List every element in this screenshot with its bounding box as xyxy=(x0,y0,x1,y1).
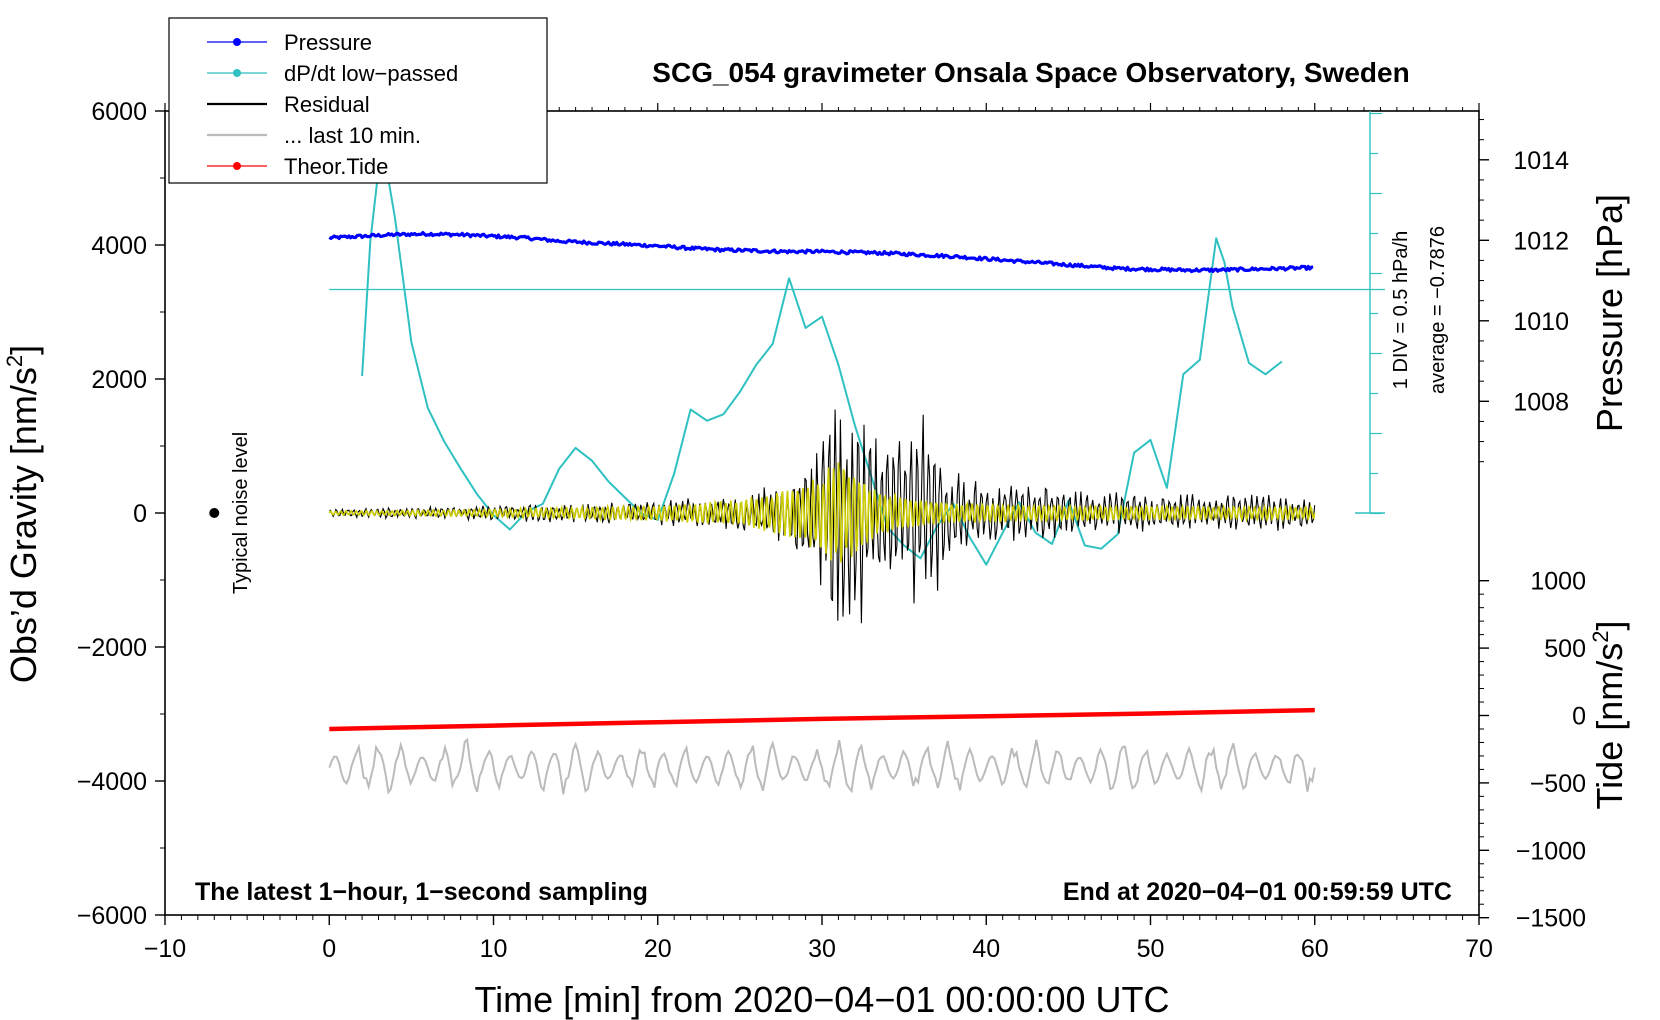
y-tick-label: 4000 xyxy=(91,232,147,260)
pressure-tick-label: 1014 xyxy=(1513,147,1569,175)
legend-label: Theor.Tide xyxy=(284,154,388,179)
series-pressure-line xyxy=(328,231,1314,274)
x-axis-title: Time [min] from 2020−04−01 00:00:00 UTC xyxy=(474,979,1169,1020)
legend-label: dP/dt low−passed xyxy=(284,61,458,86)
tide-tick-label: −1500 xyxy=(1516,905,1586,933)
tide-axis-ticks: −1500 −1000 −500 0 500 1000 xyxy=(1479,568,1586,933)
y-axis-title-left: Obs’d Gravity [nm/s2] xyxy=(2,345,44,683)
bottom-left-note: The latest 1−hour, 1−second sampling xyxy=(195,878,648,906)
noise-label: Typical noise level xyxy=(230,432,252,594)
x-axis-ticks: −10 0 10 20 30 40 50 60 70 xyxy=(144,103,1493,963)
legend-items: Pressure dP/dt low−passed Residual ... last… xyxy=(207,30,458,179)
data-series xyxy=(328,139,1316,795)
series-tide-line xyxy=(329,707,1315,732)
x-tick-label: 0 xyxy=(322,935,336,963)
pressure-axis-ticks: 1008 1010 1012 1014 xyxy=(1479,119,1569,463)
series-last10-line xyxy=(328,737,1316,795)
tide-tick-label: −500 xyxy=(1530,770,1586,798)
chart-title: SCG_054 gravimeter Onsala Space Observat… xyxy=(652,57,1409,88)
x-tick-label: 50 xyxy=(1137,935,1165,963)
legend-marker xyxy=(233,38,241,46)
legend-box xyxy=(168,17,548,184)
y-axis-ticks: −6000 −4000 −2000 0 2000 4000 6000 xyxy=(77,98,165,930)
x-tick-label: −10 xyxy=(144,935,186,963)
legend-label: ... last 10 min. xyxy=(284,123,421,148)
y-tick-label: −4000 xyxy=(77,768,147,796)
pressure-tick-label: 1012 xyxy=(1513,227,1569,255)
y-tick-label: −2000 xyxy=(77,634,147,662)
noise-marker xyxy=(209,508,220,518)
legend-marker xyxy=(233,69,241,77)
series-filtered-line xyxy=(328,462,1316,563)
y-tick-label: 6000 xyxy=(91,98,147,126)
legend-label: Pressure xyxy=(284,30,372,55)
y-tick-label: −6000 xyxy=(77,902,147,930)
x-tick-label: 60 xyxy=(1301,935,1329,963)
tide-tick-label: 500 xyxy=(1544,635,1586,663)
bottom-right-note: End at 2020−04−01 00:59:59 UTC xyxy=(1063,878,1452,906)
pressure-tick-label: 1010 xyxy=(1513,308,1569,336)
y-axis-title-tide: Tide [nm/s2] xyxy=(1588,621,1630,810)
x-tick-label: 40 xyxy=(972,935,1000,963)
x-tick-label: 30 xyxy=(808,935,836,963)
legend-marker xyxy=(233,162,241,170)
legend-label: Residual xyxy=(284,92,370,117)
dpdt-scale-label: 1 DIV = 0.5 hPa/h xyxy=(1390,231,1412,389)
pressure-tick-label: 1008 xyxy=(1513,388,1569,416)
legend: Pressure dP/dt low−passed Residual ... last… xyxy=(168,17,548,184)
y-tick-label: 2000 xyxy=(91,366,147,394)
y-tick-label: 0 xyxy=(133,500,147,528)
dpdt-average-label: average = −0.7876 xyxy=(1427,226,1449,394)
y-axis-title-pressure: Pressure [hPa] xyxy=(1589,194,1630,432)
x-tick-label: 20 xyxy=(644,935,672,963)
tide-tick-label: 1000 xyxy=(1530,568,1586,596)
x-tick-label: 10 xyxy=(480,935,508,963)
series-dpdt-line xyxy=(361,139,1283,566)
tide-tick-label: 0 xyxy=(1572,703,1586,731)
x-tick-label: 70 xyxy=(1465,935,1493,963)
tide-tick-label: −1000 xyxy=(1516,837,1586,865)
